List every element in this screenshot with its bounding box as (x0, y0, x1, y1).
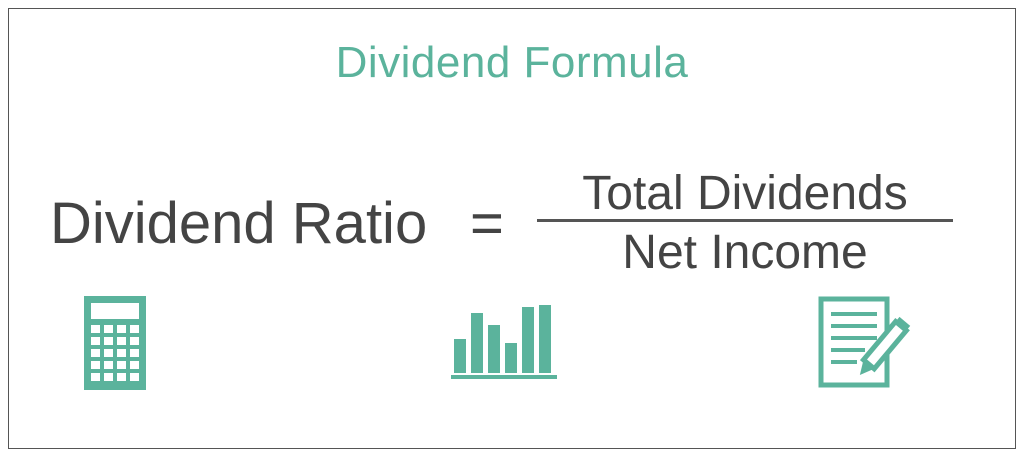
fraction-bar (537, 219, 953, 222)
formula-numerator: Total Dividends (582, 167, 908, 220)
document-pencil-icon (818, 296, 911, 388)
formula-equals: = (470, 191, 504, 256)
diagram-title: Dividend Formula (335, 38, 689, 87)
formula-denominator: Net Income (622, 226, 868, 279)
bar-chart-icon (451, 305, 557, 379)
formula-lhs: Dividend Ratio (50, 191, 428, 256)
calculator-icon (84, 296, 146, 390)
